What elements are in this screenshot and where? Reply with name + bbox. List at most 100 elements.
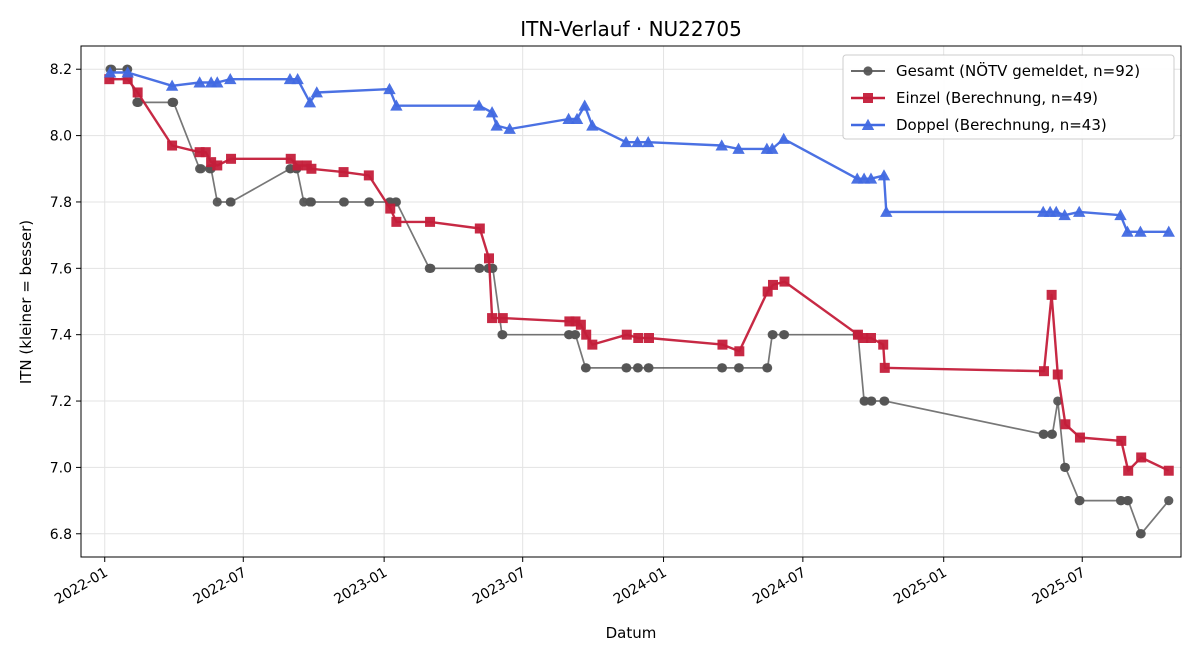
data-point — [224, 72, 237, 85]
data-point — [1050, 205, 1063, 217]
data-point — [122, 74, 133, 85]
data-point — [1060, 419, 1071, 430]
x-tick-label: 2025-07 — [1030, 565, 1089, 608]
data-point — [487, 313, 498, 324]
legend-entry: Einzel (Berechnung, n=49) — [896, 89, 1098, 107]
legend-marker — [861, 118, 875, 130]
data-point — [766, 142, 779, 154]
legend-entry: Doppel (Berechnung, n=43) — [896, 116, 1107, 134]
data-point — [391, 216, 402, 227]
data-point — [339, 197, 349, 207]
data-point — [1116, 435, 1127, 446]
data-point — [472, 99, 486, 111]
data-point — [777, 132, 790, 144]
data-point — [1136, 529, 1146, 539]
data-point — [779, 276, 790, 287]
data-point — [484, 253, 495, 264]
data-point — [121, 66, 134, 78]
data-point — [878, 339, 889, 350]
data-point — [226, 153, 237, 164]
data-point — [852, 329, 863, 340]
data-point — [426, 263, 436, 273]
data-point — [383, 82, 396, 95]
data-point — [1053, 396, 1063, 406]
data-point — [226, 197, 236, 207]
x-tick-label: 2024-07 — [750, 565, 809, 608]
y-tick-label: 7.6 — [50, 261, 72, 277]
data-point — [425, 216, 436, 227]
data-point — [767, 279, 778, 290]
data-point — [206, 157, 217, 168]
data-point — [165, 79, 179, 91]
data-point — [1047, 429, 1057, 439]
data-point — [570, 330, 581, 340]
data-point — [631, 136, 644, 148]
data-point — [1162, 225, 1175, 237]
data-point — [1163, 465, 1174, 476]
legend-marker — [863, 66, 873, 76]
data-point — [717, 363, 728, 373]
data-point — [642, 136, 655, 148]
data-point — [880, 205, 893, 217]
data-point — [1060, 462, 1071, 473]
data-point — [132, 87, 143, 98]
plot-frame — [80, 45, 1182, 558]
data-point — [306, 197, 317, 207]
data-point — [877, 169, 891, 181]
data-point — [880, 396, 890, 406]
data-point — [644, 363, 654, 373]
data-point — [475, 263, 485, 273]
data-point — [303, 96, 317, 108]
data-point — [1052, 369, 1063, 380]
x-tick-label: 2022-07 — [191, 565, 250, 608]
data-point — [103, 66, 117, 78]
data-point — [575, 319, 586, 330]
data-point — [1039, 429, 1049, 439]
data-point — [1134, 225, 1147, 237]
data-point — [779, 330, 790, 340]
data-point — [865, 333, 876, 343]
data-point — [212, 197, 222, 207]
chart-title: ITN-Verlauf · NU22705 — [520, 17, 742, 41]
data-point — [133, 97, 144, 108]
data-point — [167, 140, 178, 151]
series-layer — [103, 64, 1175, 539]
data-point — [338, 167, 349, 178]
x-tick-label: 2023-01 — [331, 565, 390, 608]
data-point — [1074, 432, 1085, 443]
y-tick-label: 7.8 — [50, 195, 72, 211]
data-point — [1114, 209, 1127, 221]
data-point — [581, 329, 592, 340]
data-point — [763, 363, 773, 373]
data-point — [306, 163, 317, 174]
legend-entry: Gesamt (NÖTV gemeldet, n=92) — [896, 61, 1140, 80]
data-point — [1075, 495, 1085, 506]
data-point — [633, 363, 643, 373]
data-point — [1072, 205, 1086, 217]
data-point — [586, 119, 599, 131]
data-point — [390, 99, 403, 111]
data-point — [717, 339, 728, 350]
data-point — [564, 316, 575, 327]
data-point — [734, 346, 745, 357]
data-point — [1164, 495, 1174, 506]
data-point — [490, 119, 503, 131]
y-tick-label: 7.4 — [50, 328, 72, 344]
data-point — [715, 139, 728, 151]
y-tick-label: 8.2 — [50, 62, 72, 78]
data-point — [768, 330, 778, 340]
data-point — [474, 223, 485, 234]
x-tick-label: 2022-01 — [52, 565, 111, 608]
y-tick-label: 7.2 — [50, 394, 72, 410]
data-point — [587, 339, 598, 350]
data-point — [285, 153, 296, 164]
data-point — [194, 147, 205, 158]
data-point — [581, 363, 591, 373]
series-square — [104, 74, 1174, 476]
data-point — [1058, 209, 1071, 221]
series-circle — [105, 64, 1174, 539]
data-point — [734, 363, 744, 373]
data-point — [621, 329, 632, 340]
data-point — [503, 122, 516, 134]
